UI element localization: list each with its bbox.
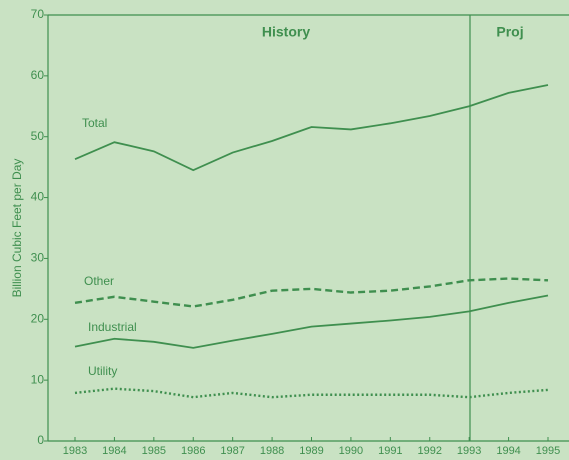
x-tick-label: 1991 [378, 445, 402, 457]
x-tick-label: 1986 [181, 445, 205, 457]
series-line [74, 294, 549, 349]
x-tick-label: 1989 [299, 445, 323, 457]
y-axis-label: Billion Cubic Feet per Day [10, 159, 24, 298]
y-tick-label: 40 [31, 190, 45, 204]
series-label: Industrial [88, 320, 137, 334]
x-tick-label: 1993 [457, 445, 481, 457]
x-tick-label: 1984 [102, 445, 126, 457]
series-line [74, 84, 549, 172]
x-tick-label: 1985 [142, 445, 166, 457]
y-tick-label: 30 [31, 251, 45, 265]
y-tick-label: 20 [31, 311, 45, 325]
y-tick-label: 50 [31, 129, 45, 143]
x-tick-label: 1990 [339, 445, 363, 457]
history-label: History [262, 24, 310, 40]
proj-label: Proj [496, 24, 523, 40]
y-tick-label: 70 [31, 7, 45, 21]
x-tick-label: 1988 [260, 445, 284, 457]
series-label: Other [84, 274, 114, 288]
x-tick-label: 1987 [220, 445, 244, 457]
x-tick-label: 1983 [63, 445, 87, 457]
y-tick-label: 10 [31, 372, 45, 386]
y-tick-label: 0 [37, 433, 44, 447]
x-tick-label: 1994 [496, 445, 520, 457]
series-line [74, 277, 549, 308]
x-tick-label: 1995 [536, 445, 560, 457]
series-label: Utility [88, 364, 117, 378]
series-label: Total [82, 116, 107, 130]
y-tick-label: 60 [31, 68, 45, 82]
x-tick-label: 1992 [418, 445, 442, 457]
